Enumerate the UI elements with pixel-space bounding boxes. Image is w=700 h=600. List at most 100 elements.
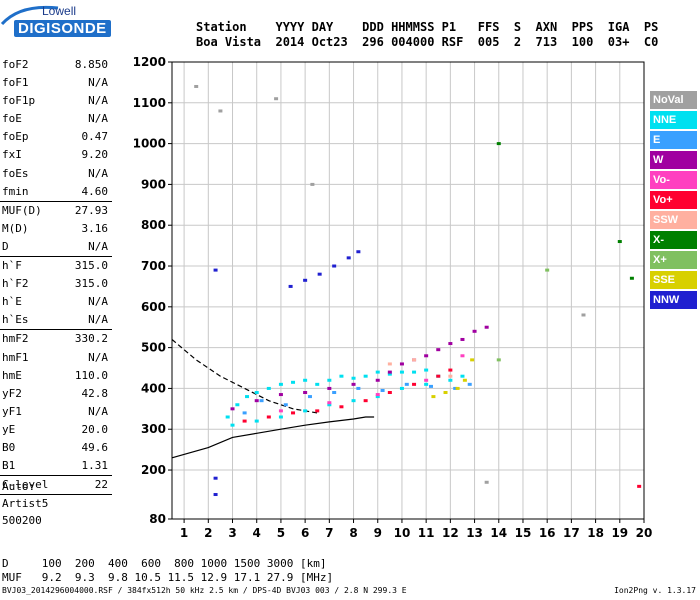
param-row: foF1 N/A bbox=[0, 74, 112, 92]
echo-point-w bbox=[387, 370, 392, 374]
legend-item-noval: NoVal bbox=[650, 91, 697, 109]
echo-point-nne bbox=[327, 403, 332, 407]
legend-item-w: W bbox=[650, 151, 697, 169]
echo-point-ssw bbox=[448, 374, 453, 378]
param-value: 22 bbox=[94, 478, 108, 492]
x-tick-label: 4 bbox=[253, 526, 261, 540]
param-value: N/A bbox=[88, 350, 108, 364]
echo-point-vo- bbox=[637, 484, 642, 488]
param-label: h`F2 bbox=[2, 277, 29, 291]
echo-point-nne bbox=[266, 386, 271, 390]
param-label: D bbox=[2, 239, 9, 253]
param-value: 4.60 bbox=[81, 184, 109, 198]
x-tick-label: 13 bbox=[466, 526, 483, 540]
distance-row: D 100 200 400 600 800 1000 1500 3000 [km… bbox=[2, 557, 327, 570]
param-row: yF1 N/A bbox=[0, 403, 112, 421]
x-tick-label: 6 bbox=[301, 526, 309, 540]
x-tick-label: 16 bbox=[539, 526, 556, 540]
echo-point-ssw bbox=[387, 362, 392, 366]
x-tick-label: 17 bbox=[563, 526, 580, 540]
param-value: N/A bbox=[88, 239, 108, 253]
y-tick-label: 600 bbox=[141, 300, 166, 314]
y-tick-label: 80 bbox=[149, 512, 166, 526]
echo-point-nne bbox=[235, 403, 240, 407]
param-label: hmF2 bbox=[2, 332, 29, 346]
param-row: hmF1 N/A bbox=[0, 349, 112, 367]
x-tick-label: 12 bbox=[442, 526, 459, 540]
param-row: yF2 42.8 bbox=[0, 385, 112, 403]
echo-point-vo- bbox=[291, 411, 296, 415]
param-value: N/A bbox=[88, 404, 108, 418]
autoscaling-line: Auto: bbox=[2, 480, 36, 493]
legend-item-ssw: SSW bbox=[650, 211, 697, 229]
param-value: 110.0 bbox=[74, 368, 108, 382]
echo-point-nne bbox=[245, 395, 250, 399]
echo-point-vo- bbox=[460, 354, 465, 358]
muf-footer: D 100 200 400 600 800 1000 1500 3000 [km… bbox=[2, 557, 333, 585]
echo-point-nnw bbox=[213, 493, 218, 497]
param-label: foF1p bbox=[2, 94, 36, 108]
echo-point-vo- bbox=[387, 391, 392, 395]
logo-product: DIGISONDE bbox=[14, 20, 111, 37]
x-tick-label: 9 bbox=[374, 526, 382, 540]
echo-point-e bbox=[356, 386, 361, 390]
plot-frame bbox=[171, 61, 645, 520]
param-value: 42.8 bbox=[81, 386, 109, 400]
echo-point-nne bbox=[315, 382, 320, 386]
param-row: h`E N/A bbox=[0, 293, 112, 311]
param-label: C-level bbox=[2, 478, 49, 492]
echo-point-e bbox=[467, 382, 472, 386]
param-row: hmF2 330.2 bbox=[0, 329, 112, 348]
x-tick-label: 5 bbox=[277, 526, 285, 540]
echo-point-w bbox=[472, 329, 477, 333]
echo-point-e bbox=[307, 395, 312, 399]
echo-point-nne bbox=[351, 399, 356, 403]
param-row: yE 20.0 bbox=[0, 421, 112, 439]
x-tick-label: 15 bbox=[515, 526, 532, 540]
echo-point-e bbox=[380, 388, 385, 392]
echo-point-w bbox=[254, 399, 259, 403]
echo-point-w bbox=[460, 337, 465, 341]
echo-point-e bbox=[453, 386, 458, 390]
param-row: MUF(D) 27.93 bbox=[0, 200, 112, 220]
param-label: foF2 bbox=[2, 58, 29, 71]
param-row: fmin 4.60 bbox=[0, 183, 112, 201]
echo-point-ssw bbox=[412, 358, 417, 362]
parameter-table: foF2 8.850 foF1 N/A foF1p N/A foE N/A foEp 0.47 fx… bbox=[0, 56, 112, 496]
echo-point-w bbox=[351, 382, 356, 386]
echo-point-nnw bbox=[213, 476, 218, 480]
echo-point-vo- bbox=[448, 368, 453, 372]
echo-point-w bbox=[375, 378, 380, 382]
param-row: h`Es N/A bbox=[0, 311, 112, 329]
param-value: 315.0 bbox=[74, 259, 108, 273]
echo-points bbox=[194, 84, 642, 497]
plot-axes: 1 2 3 4 5 6 7 8 9 10 11 12 13 14 15 16 17 18 19 20802003004… bbox=[133, 55, 653, 540]
param-label: hmE bbox=[2, 368, 22, 382]
param-value: N/A bbox=[88, 94, 108, 108]
echo-point-nnw bbox=[332, 264, 337, 268]
echo-point-nne bbox=[424, 382, 429, 386]
echo-point-nne bbox=[351, 376, 356, 380]
echo-point-vo- bbox=[424, 378, 429, 382]
header-line-2: Boa Vista 2014 Oct23 296 004000 RSF 005 … bbox=[196, 35, 659, 49]
echo-point-nne bbox=[303, 409, 308, 413]
param-row: D N/A bbox=[0, 238, 112, 256]
param-value: 20.0 bbox=[81, 422, 109, 436]
echo-point-e bbox=[283, 403, 288, 407]
echo-point-vo- bbox=[436, 374, 441, 378]
legend-item-vo-: Vo+ bbox=[650, 191, 697, 209]
echo-point-sse bbox=[443, 391, 448, 395]
param-label: B0 bbox=[2, 440, 16, 454]
x-tick-label: 14 bbox=[490, 526, 507, 540]
echo-point-w bbox=[484, 325, 489, 329]
y-tick-label: 700 bbox=[141, 259, 166, 273]
param-value: N/A bbox=[88, 313, 108, 327]
logo-brand: Lowell bbox=[42, 4, 77, 18]
legend-item-e: E bbox=[650, 131, 697, 149]
param-value: 0.47 bbox=[81, 130, 109, 144]
echo-point-nne bbox=[278, 382, 283, 386]
echo-point-noval bbox=[194, 84, 199, 88]
param-value: 49.6 bbox=[81, 440, 109, 454]
echo-point-w bbox=[436, 348, 441, 352]
x-tick-label: 10 bbox=[394, 526, 411, 540]
